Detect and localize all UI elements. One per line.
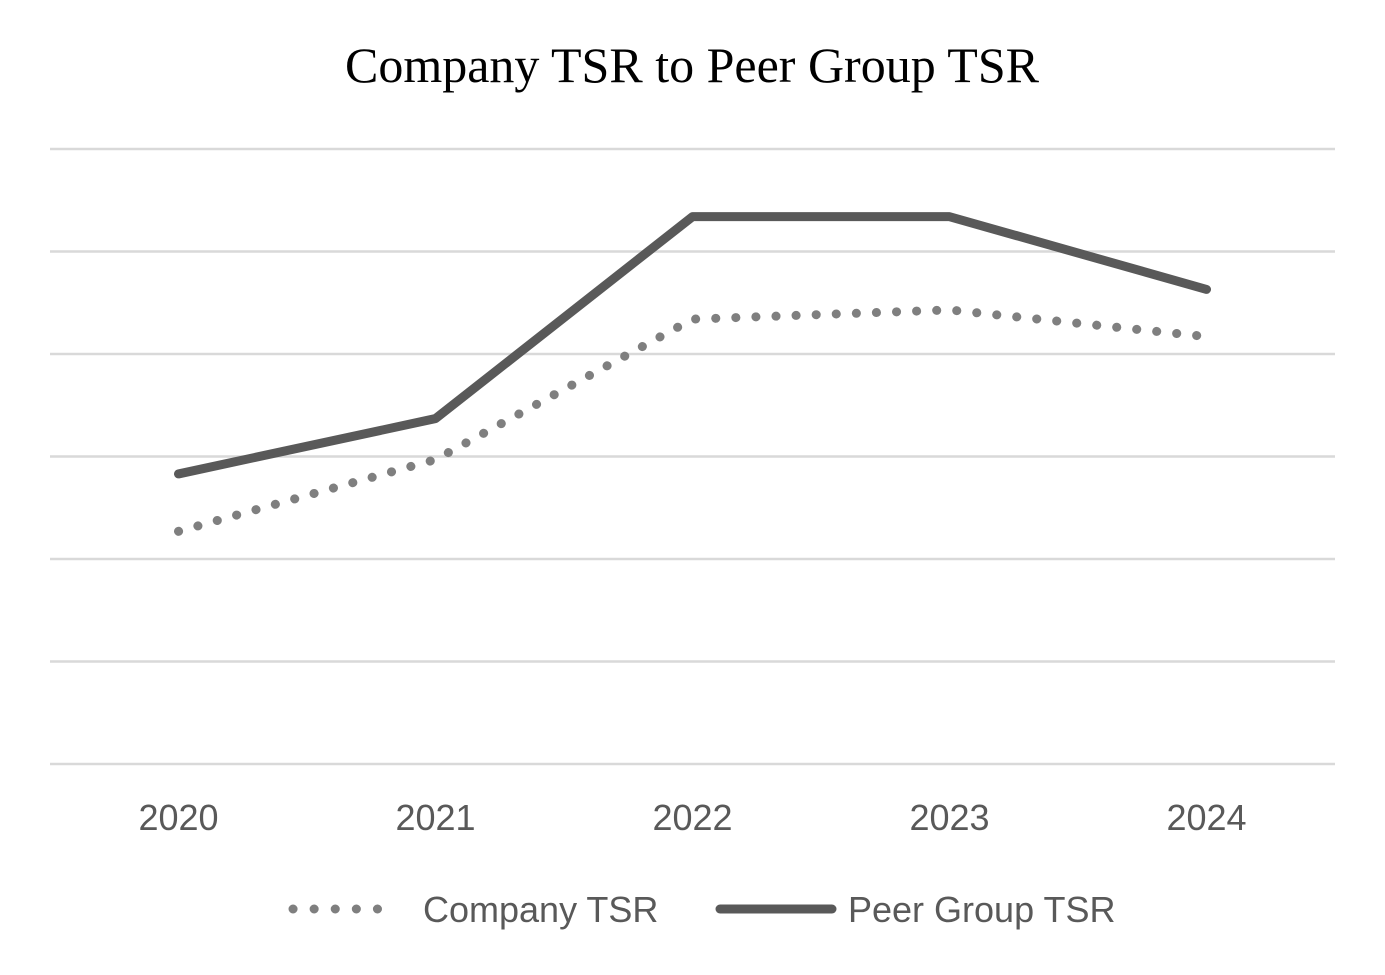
series-line-1 <box>174 305 1211 536</box>
legend-label: Peer Group TSR <box>848 889 1115 930</box>
x-tick-label: 2022 <box>652 797 732 838</box>
legend-item: Peer Group TSR <box>715 889 1115 930</box>
x-axis-tick-labels: 2020 2021 2022 2023 2024 <box>138 797 1246 838</box>
legend-label: Company TSR <box>423 889 658 930</box>
series-lines <box>174 212 1211 536</box>
x-tick-label: 2020 <box>138 797 218 838</box>
series-line-2 <box>174 212 1211 479</box>
x-tick-label: 2021 <box>395 797 475 838</box>
legend: Company TSR Peer Group TSR <box>288 889 1115 930</box>
x-tick-label: 2023 <box>909 797 989 838</box>
x-tick-label: 2024 <box>1166 797 1246 838</box>
chart-title: Company TSR to Peer Group TSR <box>345 37 1040 93</box>
legend-item: Company TSR <box>288 889 658 930</box>
